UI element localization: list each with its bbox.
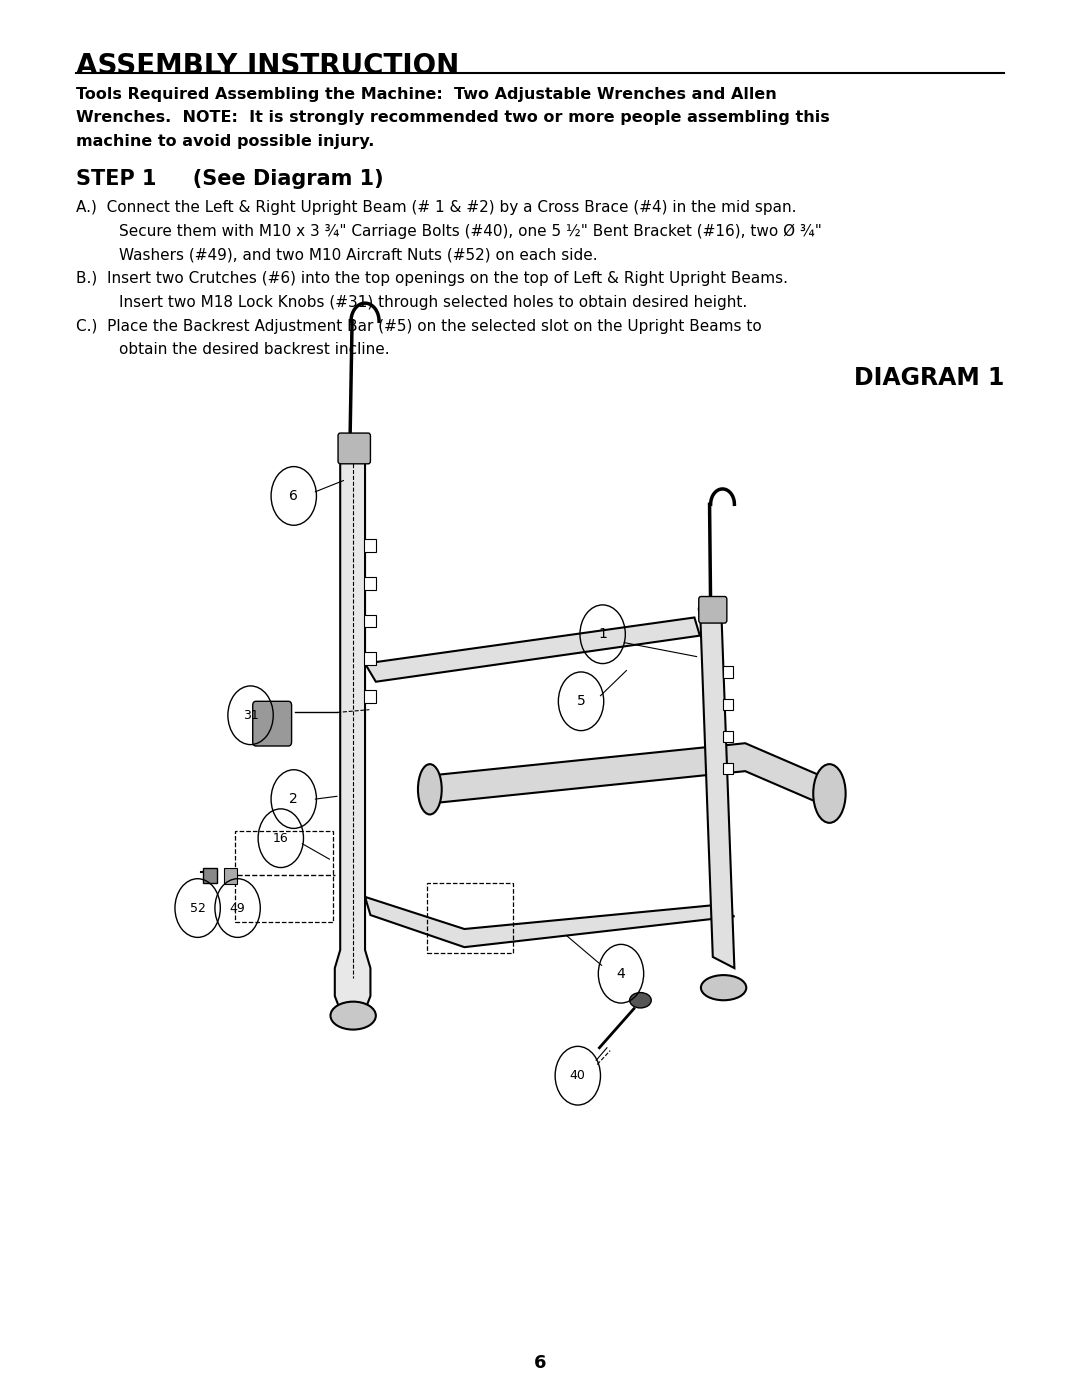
Bar: [224, 868, 237, 884]
Text: 31: 31: [243, 708, 258, 722]
FancyBboxPatch shape: [699, 597, 727, 623]
Text: 6: 6: [534, 1354, 546, 1372]
Bar: [723, 763, 733, 774]
Polygon shape: [335, 447, 370, 1010]
Text: 6: 6: [289, 489, 298, 503]
Ellipse shape: [340, 439, 366, 455]
Ellipse shape: [699, 602, 723, 617]
Text: machine to avoid possible injury.: machine to avoid possible injury.: [76, 134, 374, 149]
Text: C.)  Place the Backrest Adjustment Bar (#5) on the selected slot on the Upright : C.) Place the Backrest Adjustment Bar (#…: [76, 319, 761, 334]
Text: DIAGRAM 1: DIAGRAM 1: [854, 366, 1004, 390]
Polygon shape: [432, 743, 829, 807]
Ellipse shape: [630, 992, 651, 1009]
Text: ASSEMBLY INSTRUCTION: ASSEMBLY INSTRUCTION: [76, 52, 459, 80]
Bar: [723, 698, 733, 710]
FancyBboxPatch shape: [253, 701, 292, 746]
Bar: [364, 652, 376, 665]
Bar: [364, 615, 376, 627]
Bar: [364, 539, 376, 552]
Text: 40: 40: [570, 1069, 585, 1083]
Bar: [235, 831, 333, 922]
Text: Tools Required Assembling the Machine:  Two Adjustable Wrenches and Allen: Tools Required Assembling the Machine: T…: [76, 87, 777, 102]
Bar: [364, 690, 376, 703]
Bar: [723, 731, 733, 742]
Text: 5: 5: [577, 694, 585, 708]
Text: obtain the desired backrest incline.: obtain the desired backrest incline.: [119, 342, 390, 358]
Text: 2: 2: [289, 792, 298, 806]
Text: 16: 16: [273, 831, 288, 845]
Text: Insert two M18 Lock Knobs (#31) through selected holes to obtain desired height.: Insert two M18 Lock Knobs (#31) through …: [119, 295, 747, 310]
Text: 4: 4: [617, 967, 625, 981]
Text: Secure them with M10 x 3 ¾" Carriage Bolts (#40), one 5 ½" Bent Bracket (#16), t: Secure them with M10 x 3 ¾" Carriage Bol…: [119, 224, 822, 239]
Text: A.)  Connect the Left & Right Upright Beam (# 1 & #2) by a Cross Brace (#4) in t: A.) Connect the Left & Right Upright Bea…: [76, 200, 796, 215]
Text: STEP 1     (See Diagram 1): STEP 1 (See Diagram 1): [76, 169, 383, 189]
Bar: [427, 883, 513, 953]
Polygon shape: [365, 617, 700, 682]
Ellipse shape: [813, 764, 846, 823]
Text: 52: 52: [190, 901, 205, 915]
Polygon shape: [700, 604, 734, 968]
Bar: [723, 666, 733, 678]
FancyBboxPatch shape: [338, 433, 370, 464]
Ellipse shape: [330, 1002, 376, 1030]
Text: 49: 49: [230, 901, 245, 915]
Text: B.)  Insert two Crutches (#6) into the top openings on the top of Left & Right U: B.) Insert two Crutches (#6) into the to…: [76, 271, 787, 286]
Text: Washers (#49), and two M10 Aircraft Nuts (#52) on each side.: Washers (#49), and two M10 Aircraft Nuts…: [119, 247, 597, 263]
Ellipse shape: [418, 764, 442, 814]
Bar: [364, 577, 376, 590]
Text: Wrenches.  NOTE:  It is strongly recommended two or more people assembling this: Wrenches. NOTE: It is strongly recommend…: [76, 110, 829, 126]
Ellipse shape: [701, 975, 746, 1000]
Text: 1: 1: [598, 627, 607, 641]
Polygon shape: [365, 897, 734, 947]
Bar: [203, 868, 217, 883]
